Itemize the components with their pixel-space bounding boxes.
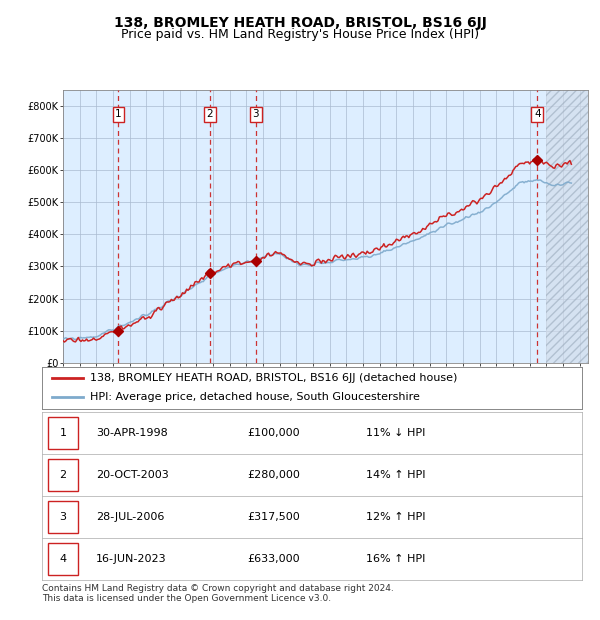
Text: Contains HM Land Registry data © Crown copyright and database right 2024.
This d: Contains HM Land Registry data © Crown c…	[42, 584, 394, 603]
Text: 11% ↓ HPI: 11% ↓ HPI	[366, 428, 425, 438]
Text: £317,500: £317,500	[247, 512, 300, 522]
Text: 4: 4	[59, 554, 67, 564]
Text: 16% ↑ HPI: 16% ↑ HPI	[366, 554, 425, 564]
Bar	[547, 90, 588, 363]
Text: 2: 2	[59, 470, 67, 480]
Text: 138, BROMLEY HEATH ROAD, BRISTOL, BS16 6JJ (detached house): 138, BROMLEY HEATH ROAD, BRISTOL, BS16 6…	[89, 373, 457, 383]
Text: 1: 1	[59, 428, 67, 438]
Text: 20-OCT-2003: 20-OCT-2003	[96, 470, 169, 480]
Text: 12% ↑ HPI: 12% ↑ HPI	[366, 512, 425, 522]
Text: 138, BROMLEY HEATH ROAD, BRISTOL, BS16 6JJ: 138, BROMLEY HEATH ROAD, BRISTOL, BS16 6…	[113, 16, 487, 30]
Text: 4: 4	[534, 110, 541, 120]
Text: 30-APR-1998: 30-APR-1998	[96, 428, 168, 438]
Text: Price paid vs. HM Land Registry's House Price Index (HPI): Price paid vs. HM Land Registry's House …	[121, 28, 479, 41]
Text: £100,000: £100,000	[247, 428, 300, 438]
Text: 2: 2	[206, 110, 213, 120]
FancyBboxPatch shape	[49, 417, 78, 449]
Text: £633,000: £633,000	[247, 554, 300, 564]
FancyBboxPatch shape	[49, 501, 78, 533]
FancyBboxPatch shape	[49, 459, 78, 491]
Text: 28-JUL-2006: 28-JUL-2006	[96, 512, 164, 522]
Text: 16-JUN-2023: 16-JUN-2023	[96, 554, 167, 564]
Text: HPI: Average price, detached house, South Gloucestershire: HPI: Average price, detached house, Sout…	[89, 392, 419, 402]
Text: 3: 3	[59, 512, 67, 522]
Text: 14% ↑ HPI: 14% ↑ HPI	[366, 470, 425, 480]
FancyBboxPatch shape	[49, 543, 78, 575]
Text: 1: 1	[115, 110, 122, 120]
Text: £280,000: £280,000	[247, 470, 300, 480]
Text: 3: 3	[253, 110, 259, 120]
